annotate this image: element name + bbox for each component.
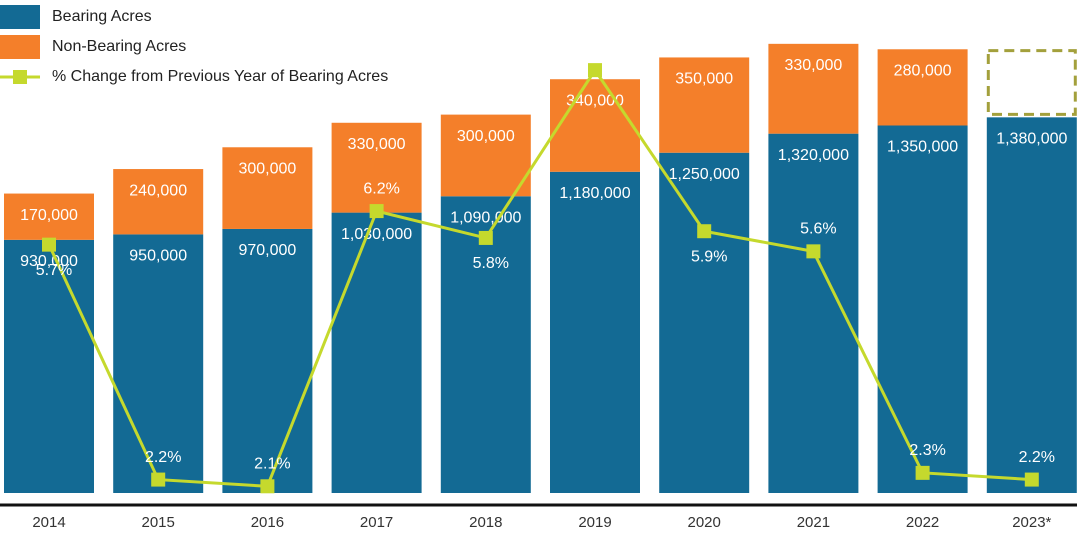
x-tick-label: 2021 xyxy=(797,514,830,531)
line-label: 5.7% xyxy=(36,262,72,279)
data-label: 340,000 xyxy=(566,92,624,109)
bar-segment xyxy=(331,212,422,493)
data-label: 330,000 xyxy=(348,136,406,153)
legend-label: % Change from Previous Year of Bearing A… xyxy=(52,68,388,85)
line-series xyxy=(47,67,1032,488)
data-label: 1,180,000 xyxy=(559,185,630,202)
bar-segment xyxy=(222,147,313,229)
line-marker xyxy=(588,63,602,78)
bar-segment xyxy=(877,49,968,126)
bar-segment xyxy=(768,43,859,134)
data-label: 930,000 xyxy=(20,253,78,270)
line-label: 2.2% xyxy=(145,449,181,466)
bar-segment xyxy=(4,239,94,493)
line-marker xyxy=(697,224,712,239)
line-marker xyxy=(260,479,275,494)
bar-segment xyxy=(113,169,204,235)
bar-segment xyxy=(550,79,640,172)
data-label: 280,000 xyxy=(894,62,952,79)
data-label: 300,000 xyxy=(457,128,515,145)
bar-segment xyxy=(550,171,640,493)
legend-marker xyxy=(13,70,27,84)
x-tick-label: 2019 xyxy=(578,514,611,531)
line-label: 8.3% xyxy=(582,39,618,56)
line-marker xyxy=(151,472,166,487)
bar-segment-projected xyxy=(986,49,1077,116)
x-tick-label: 2022 xyxy=(906,514,939,531)
line-marker xyxy=(42,237,56,252)
bar-segment xyxy=(877,125,968,493)
data-label: 970,000 xyxy=(238,242,296,259)
line-marker xyxy=(806,244,821,259)
line-marker xyxy=(1024,472,1039,487)
line-marker xyxy=(369,204,384,219)
line-label: 2.2% xyxy=(1019,449,1055,466)
data-label: 170,000 xyxy=(20,207,78,224)
bar-segment xyxy=(222,228,313,493)
data-label: 1,250,000 xyxy=(669,166,740,183)
data-label: 1,030,000 xyxy=(341,226,412,243)
legend-label: Bearing Acres xyxy=(52,8,152,25)
x-tick-label: 2023* xyxy=(1012,514,1051,531)
line-label: 5.8% xyxy=(473,255,509,272)
bar-segment xyxy=(331,122,422,213)
bar-segment xyxy=(440,196,531,493)
line-label: 2.3% xyxy=(909,442,945,459)
x-tick-label: 2016 xyxy=(251,514,284,531)
data-label: 330,000 xyxy=(784,57,842,74)
data-label: 300,000 xyxy=(238,160,296,177)
legend-swatch xyxy=(0,5,40,29)
data-label: 240,000 xyxy=(129,182,187,199)
x-tick-label: 2015 xyxy=(142,514,175,531)
line-label: 6.2% xyxy=(363,180,399,197)
line-marker xyxy=(915,465,930,480)
legend-swatch xyxy=(0,35,40,59)
x-tick-label: 2020 xyxy=(688,514,721,531)
x-tick-label: 2017 xyxy=(360,514,393,531)
data-label: 1,090,000 xyxy=(450,209,521,226)
bar-segment xyxy=(113,234,204,493)
line-label: 5.9% xyxy=(691,248,727,265)
data-label: 1,350,000 xyxy=(887,139,958,156)
data-label: 1,380,000 xyxy=(996,131,1067,148)
bar-segment xyxy=(440,114,531,197)
bar-segment xyxy=(659,152,750,493)
data-label: 1,320,000 xyxy=(778,147,849,164)
line-marker xyxy=(478,230,493,245)
data-label: 950,000 xyxy=(129,248,187,265)
line-label: 5.6% xyxy=(800,221,836,238)
bar-segment xyxy=(4,193,94,240)
x-tick-label: 2018 xyxy=(469,514,502,531)
data-label: 350,000 xyxy=(675,71,733,88)
line-label: 2.1% xyxy=(254,456,290,473)
bar-segment xyxy=(986,117,1077,493)
x-tick-label: 2014 xyxy=(32,514,65,531)
bar-segment xyxy=(659,57,750,153)
legend-label: Non-Bearing Acres xyxy=(52,38,186,55)
